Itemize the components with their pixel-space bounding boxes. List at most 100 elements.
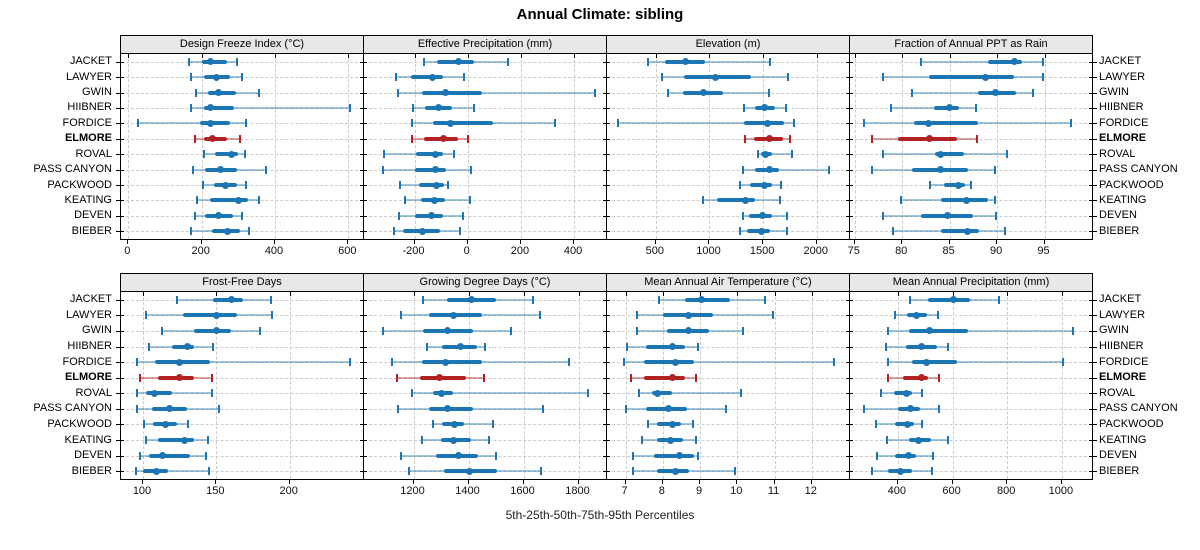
row-tick [1089, 315, 1092, 317]
row-tick [1089, 77, 1092, 79]
station-label-right: LAWYER [1099, 70, 1146, 83]
whisker-line [888, 361, 1064, 364]
station-tick [116, 215, 120, 217]
grid-line-v [774, 292, 776, 479]
whisker-cap [833, 358, 836, 367]
axis-tick [1060, 480, 1062, 484]
column-tick [854, 54, 856, 58]
whisker-line [743, 168, 829, 171]
axis-tick-label: -200 [402, 245, 425, 257]
panel-header-label: Mean Annual Precipitation (mm) [892, 276, 1050, 288]
whisker-cap [666, 88, 669, 97]
row-tick [1089, 123, 1092, 125]
row-tick [360, 107, 363, 109]
median-dot [454, 58, 462, 66]
row-tick [607, 231, 610, 233]
whisker-cap [876, 451, 879, 460]
row-tick [603, 185, 606, 187]
median-dot [451, 420, 459, 428]
row-tick [360, 185, 363, 187]
row-tick [360, 169, 363, 171]
row-tick [364, 440, 367, 442]
grid-line-h [121, 231, 363, 233]
median-dot [212, 311, 220, 319]
grid-line-h [121, 154, 363, 156]
row-tick [607, 346, 610, 348]
whisker-cap [349, 103, 352, 112]
iqr-bar [927, 297, 971, 302]
axis-tick [573, 240, 575, 244]
median-dot [151, 389, 159, 397]
row-tick [364, 346, 367, 348]
column-tick [737, 292, 739, 296]
whisker-cap [937, 404, 940, 413]
panel-1 [364, 292, 606, 479]
median-dot [223, 227, 231, 235]
panel-row-bottom: Frost-Free Days Growing Degree Days (°C) M… [0, 273, 1200, 505]
row-tick [850, 440, 853, 442]
row-tick [846, 77, 849, 79]
whisker-cap [392, 227, 395, 236]
row-tick [603, 330, 606, 332]
station-label-left: JACKET [69, 293, 112, 306]
row-tick [364, 61, 367, 63]
grid-line-h [850, 330, 1092, 332]
station-tick [1093, 154, 1097, 156]
station-tick [116, 107, 120, 109]
row-tick [603, 200, 606, 202]
station-tick [1093, 107, 1097, 109]
row-tick [1089, 377, 1092, 379]
median-dot [449, 311, 457, 319]
row-tick [360, 330, 363, 332]
iqr-bar [199, 121, 231, 126]
row-tick [846, 200, 849, 202]
median-dot [761, 104, 769, 112]
row-tick [846, 330, 849, 332]
plot-area [120, 291, 1093, 480]
axis-tick-label: 400 [264, 245, 284, 257]
whisker-cap [734, 467, 737, 476]
axis-strip: 100 150 200 1200 1400 1600 1800 7 8 9 10 11 12 400 600… [120, 480, 1091, 500]
iqr-bar [194, 328, 231, 333]
grid-line-h [850, 440, 1092, 442]
grid-line-h [607, 330, 849, 332]
column-tick [700, 292, 702, 296]
row-tick [603, 408, 606, 410]
axis-tick-label: 9 [696, 485, 703, 497]
median-dot [936, 150, 944, 158]
row-tick [846, 377, 849, 379]
row-tick [1089, 424, 1092, 426]
row-tick [360, 61, 363, 63]
whisker-cap [459, 227, 461, 236]
axis-tick-label: 400 [887, 485, 907, 497]
station-label-right: PASS CANYON [1099, 402, 1178, 415]
row-tick [607, 330, 610, 332]
row-tick [360, 440, 363, 442]
station-tick [116, 61, 120, 63]
station-label-right: KEATING [1099, 433, 1147, 446]
median-dot [214, 89, 222, 97]
row-tick [121, 215, 124, 217]
grid-line-v [811, 292, 813, 479]
whisker-line [190, 106, 351, 109]
panel-divider [363, 292, 364, 479]
row-tick [846, 424, 849, 426]
row-tick [364, 362, 367, 364]
iqr-bar [172, 344, 195, 349]
median-dot [212, 327, 220, 335]
panel-header-label: Growing Degree Days (°C) [419, 276, 551, 288]
row-tick [364, 299, 367, 301]
station-tick [1093, 440, 1097, 442]
column-tick [128, 54, 130, 58]
axis-tick-label: 150 [206, 485, 225, 497]
whisker-cap [874, 420, 877, 429]
station-label-right: DEVEN [1099, 209, 1137, 222]
grid-line-v [816, 54, 818, 239]
station-tick [1093, 330, 1097, 332]
row-tick [360, 231, 363, 233]
median-dot [433, 181, 441, 189]
row-tick [1089, 107, 1092, 109]
row-tick [360, 215, 363, 217]
median-dot [765, 166, 773, 174]
station-label-right: HIIBNER [1099, 340, 1144, 353]
